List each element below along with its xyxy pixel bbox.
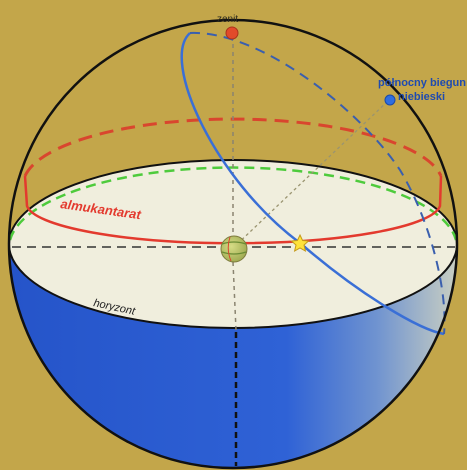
pole-label-line2: niebieski — [398, 91, 445, 103]
meridian-circle-front — [180, 32, 445, 336]
meridian-circle-back — [189, 31, 446, 335]
lower-hemisphere — [9, 244, 457, 468]
zenith-label: zenit — [217, 14, 238, 25]
pole-marker — [384, 94, 396, 106]
earth-globe-icon — [220, 235, 248, 263]
zenith-marker — [225, 26, 239, 40]
vertical-axis-mid — [232, 261, 237, 331]
sphere-outline — [7, 18, 459, 470]
star-icon — [290, 233, 310, 252]
pole-label-line1: północny biegun — [378, 77, 466, 89]
